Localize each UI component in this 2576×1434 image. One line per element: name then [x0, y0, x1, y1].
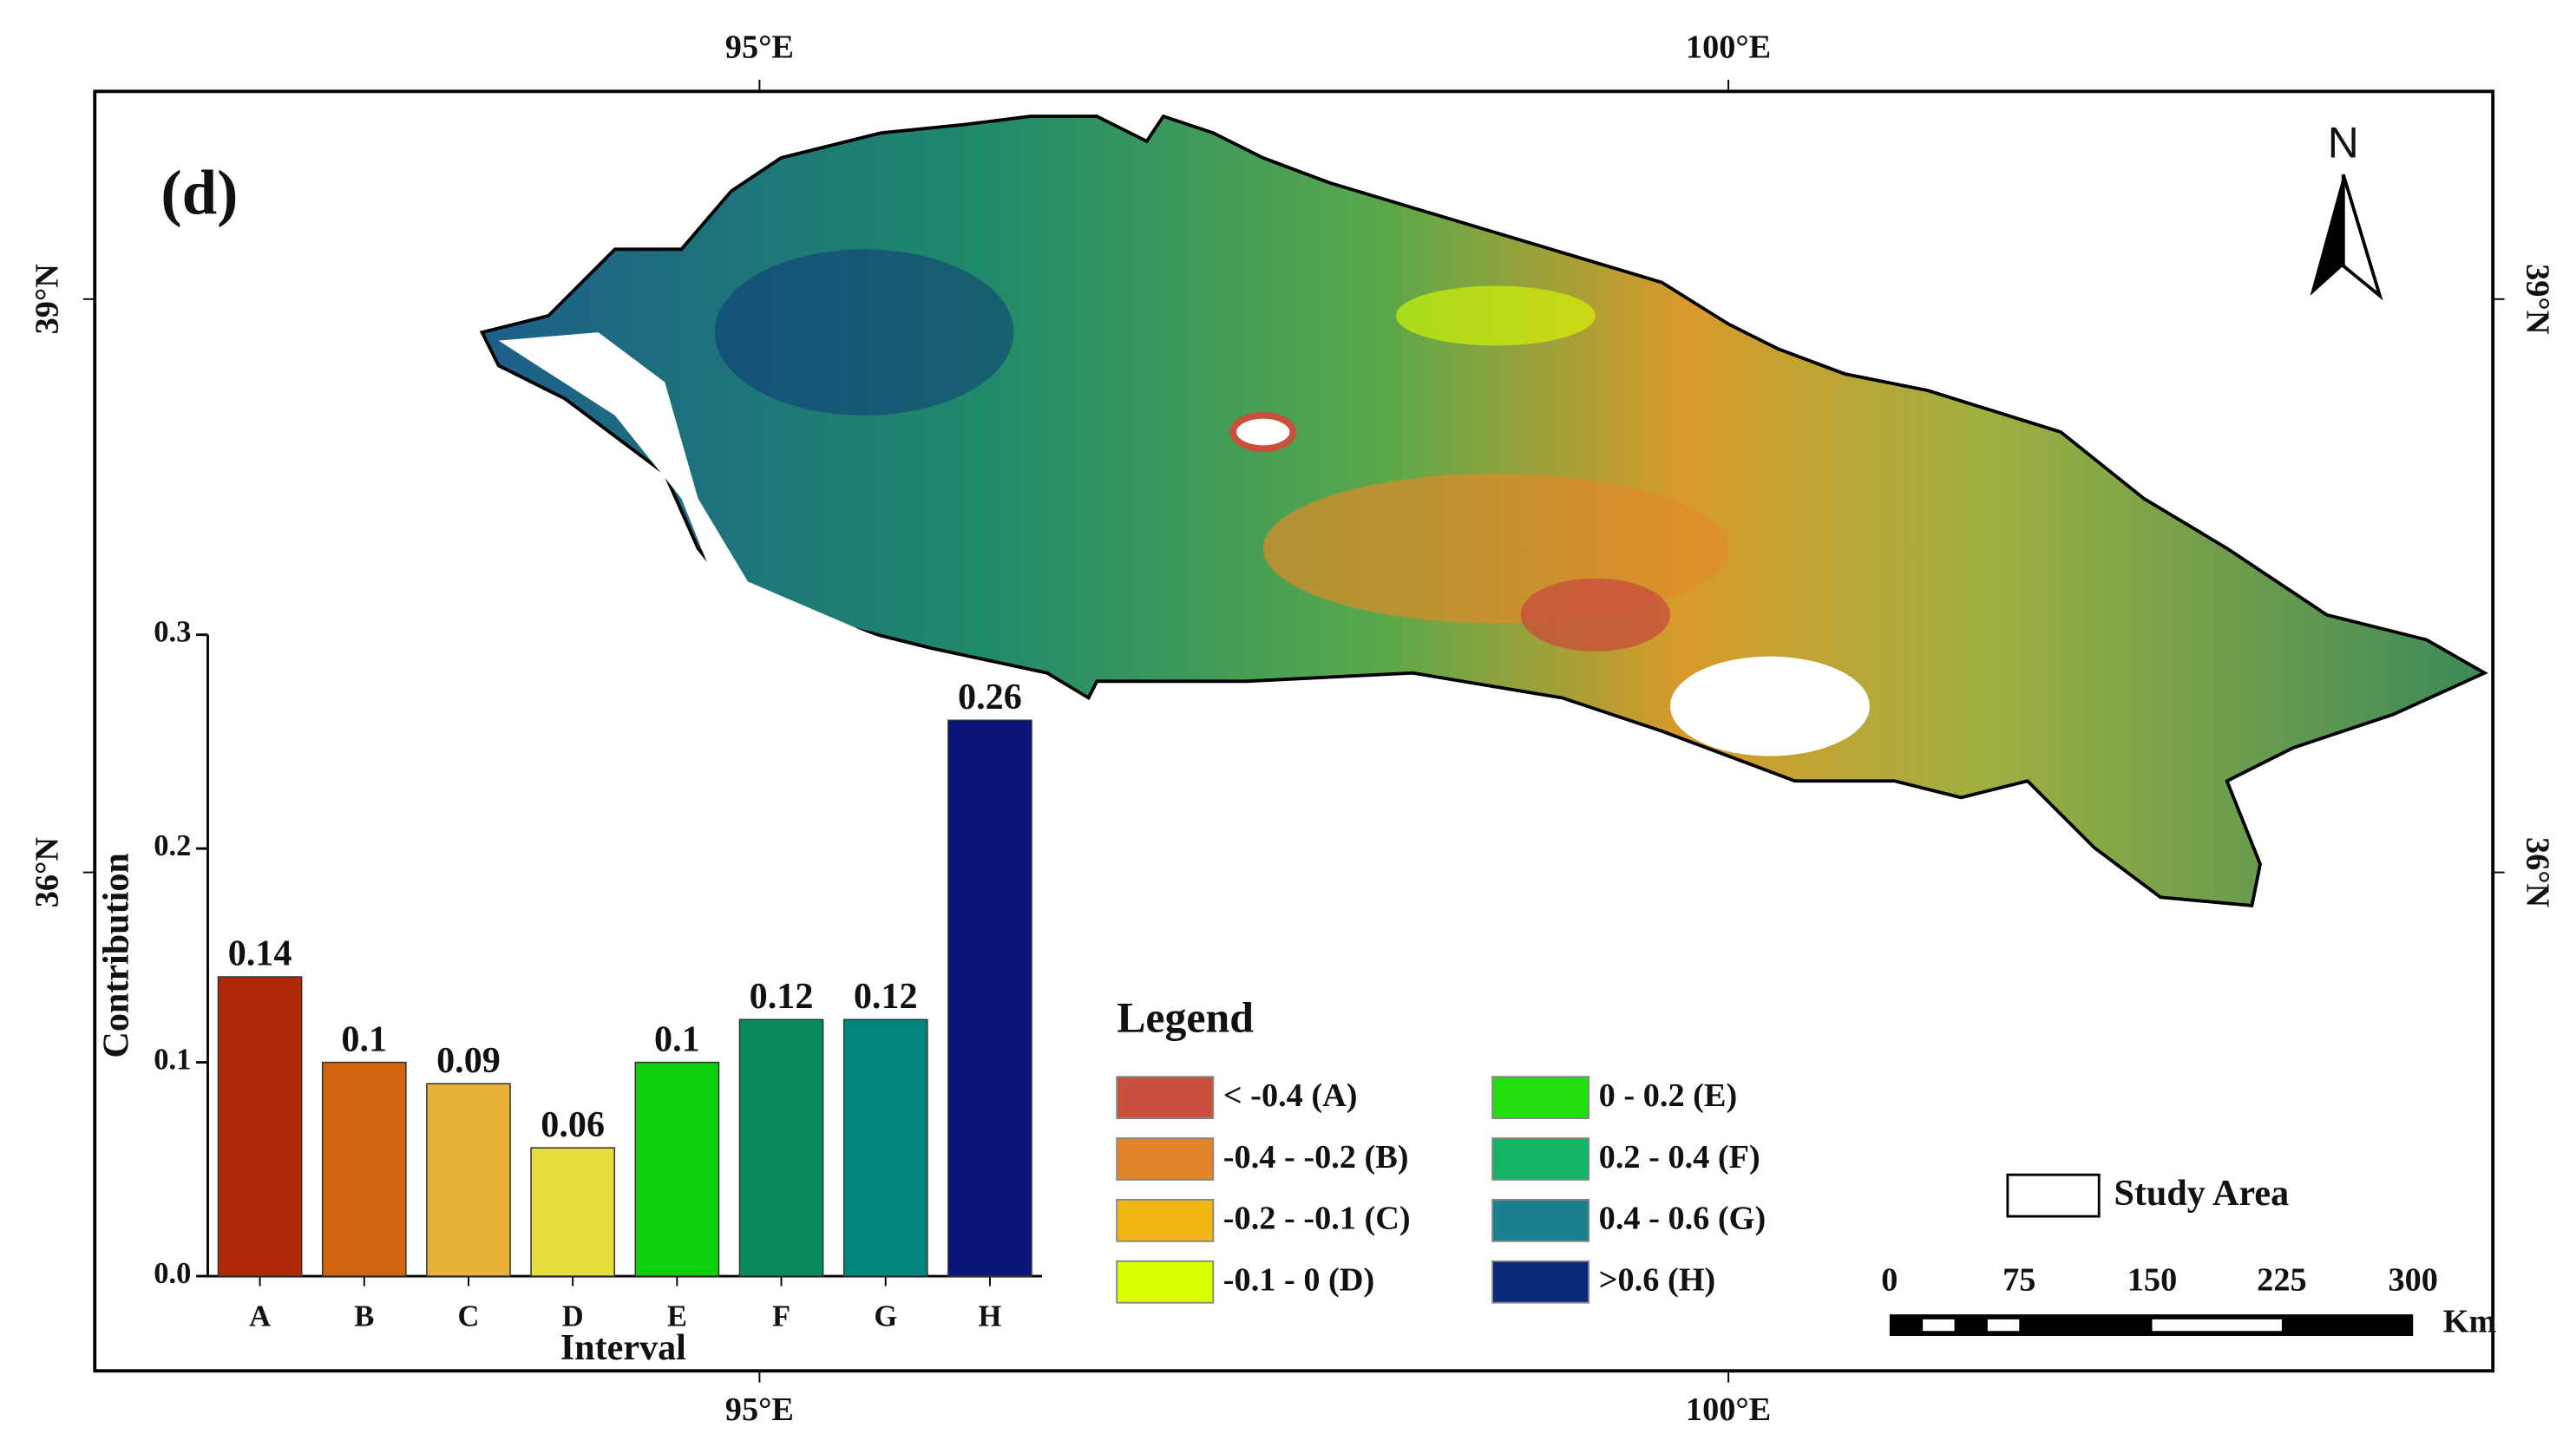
- map-patch: [1520, 578, 1671, 652]
- scale-unit: Km: [2443, 1303, 2497, 1339]
- value-label: 0.1: [341, 1018, 387, 1059]
- lat-label: 39°N: [29, 264, 65, 335]
- scale-bar: [1889, 1314, 2414, 1336]
- x-tick-label: A: [249, 1300, 271, 1333]
- bar: [842, 1018, 928, 1277]
- y-tick-label: 0.0: [154, 1257, 191, 1290]
- lat-label: 36°N: [29, 837, 65, 908]
- x-tick-label: F: [772, 1300, 790, 1333]
- x-tick-label: H: [979, 1300, 1002, 1333]
- scale-label: 75: [2002, 1261, 2035, 1298]
- bar: [217, 976, 303, 1277]
- x-tick-label: D: [562, 1300, 584, 1333]
- study-area-swatch: [2006, 1173, 2101, 1218]
- legend-label: -0.4 - -0.2 (B): [1223, 1139, 1409, 1175]
- bar: [738, 1018, 824, 1277]
- value-label: 0.26: [958, 677, 1022, 717]
- value-label: 0.1: [654, 1018, 700, 1059]
- lon-label: 100°E: [1686, 1391, 1771, 1428]
- legend-swatch: [1491, 1076, 1590, 1120]
- bar: [426, 1083, 511, 1277]
- legend-label: 0.4 - 0.6 (G): [1599, 1201, 1766, 1237]
- map-patch: [1396, 285, 1596, 346]
- value-label: 0.14: [228, 933, 292, 974]
- legend-label: >0.6 (H): [1599, 1261, 1716, 1298]
- panel-label: (d): [161, 158, 238, 228]
- y-axis-label: Contribution: [96, 853, 137, 1057]
- legend-label: -0.1 - 0 (D): [1223, 1261, 1374, 1298]
- lat-label: 39°N: [2519, 264, 2555, 335]
- value-label: 0.12: [854, 976, 918, 1017]
- north-arrow: [2310, 174, 2343, 296]
- bar: [947, 719, 1032, 1277]
- value-label: 0.06: [541, 1104, 605, 1145]
- bare-area: [498, 332, 931, 657]
- x-tick-label: G: [874, 1300, 897, 1333]
- x-axis-label: Interval: [560, 1327, 686, 1368]
- legend-label: 0 - 0.2 (E): [1599, 1077, 1738, 1114]
- legend-swatch: [1491, 1260, 1590, 1304]
- scale-label: 225: [2257, 1261, 2306, 1298]
- bar: [634, 1061, 720, 1277]
- legend-swatch: [1116, 1076, 1215, 1120]
- lake: [1670, 656, 1870, 756]
- map-frame: [93, 89, 2495, 1373]
- legend-swatch: [1116, 1260, 1215, 1304]
- scale-label: 300: [2389, 1261, 2438, 1298]
- y-tick-label: 0.2: [154, 829, 191, 862]
- map-patch: [714, 249, 1014, 416]
- lon-label: 95°E: [725, 29, 794, 65]
- value-label: 0.12: [750, 976, 814, 1017]
- x-tick-label: E: [667, 1300, 687, 1333]
- bar: [530, 1147, 615, 1277]
- legend-swatch: [1116, 1137, 1215, 1181]
- legend-label: < -0.4 (A): [1223, 1077, 1358, 1114]
- legend-label: 0.2 - 0.4 (F): [1599, 1139, 1760, 1175]
- scale-label: 0: [1881, 1261, 1898, 1298]
- legend-title: Legend: [1117, 993, 1254, 1041]
- value-label: 0.09: [436, 1040, 501, 1081]
- y-tick-label: 0.1: [154, 1043, 191, 1076]
- north-label: N: [2328, 119, 2359, 167]
- north-arrow: [2341, 174, 2383, 301]
- lon-label: 100°E: [1686, 29, 1771, 65]
- x-tick-label: B: [354, 1300, 374, 1333]
- scale-bar: [1923, 1319, 1955, 1332]
- scale-bar: [1987, 1319, 2020, 1332]
- lon-label: 95°E: [725, 1391, 794, 1428]
- x-tick-label: C: [458, 1300, 480, 1333]
- y-tick-label: 0.3: [154, 616, 191, 649]
- study-area-label: Study Area: [2114, 1173, 2289, 1214]
- legend-swatch: [1491, 1198, 1590, 1242]
- lat-label: 36°N: [2519, 837, 2555, 908]
- lake: [1229, 412, 1297, 452]
- bar: [321, 1061, 407, 1277]
- legend-swatch: [1116, 1198, 1215, 1242]
- scale-label: 150: [2127, 1261, 2177, 1298]
- legend-swatch: [1491, 1137, 1590, 1181]
- legend-label: -0.2 - -0.1 (C): [1223, 1201, 1411, 1237]
- scale-bar: [2152, 1319, 2282, 1332]
